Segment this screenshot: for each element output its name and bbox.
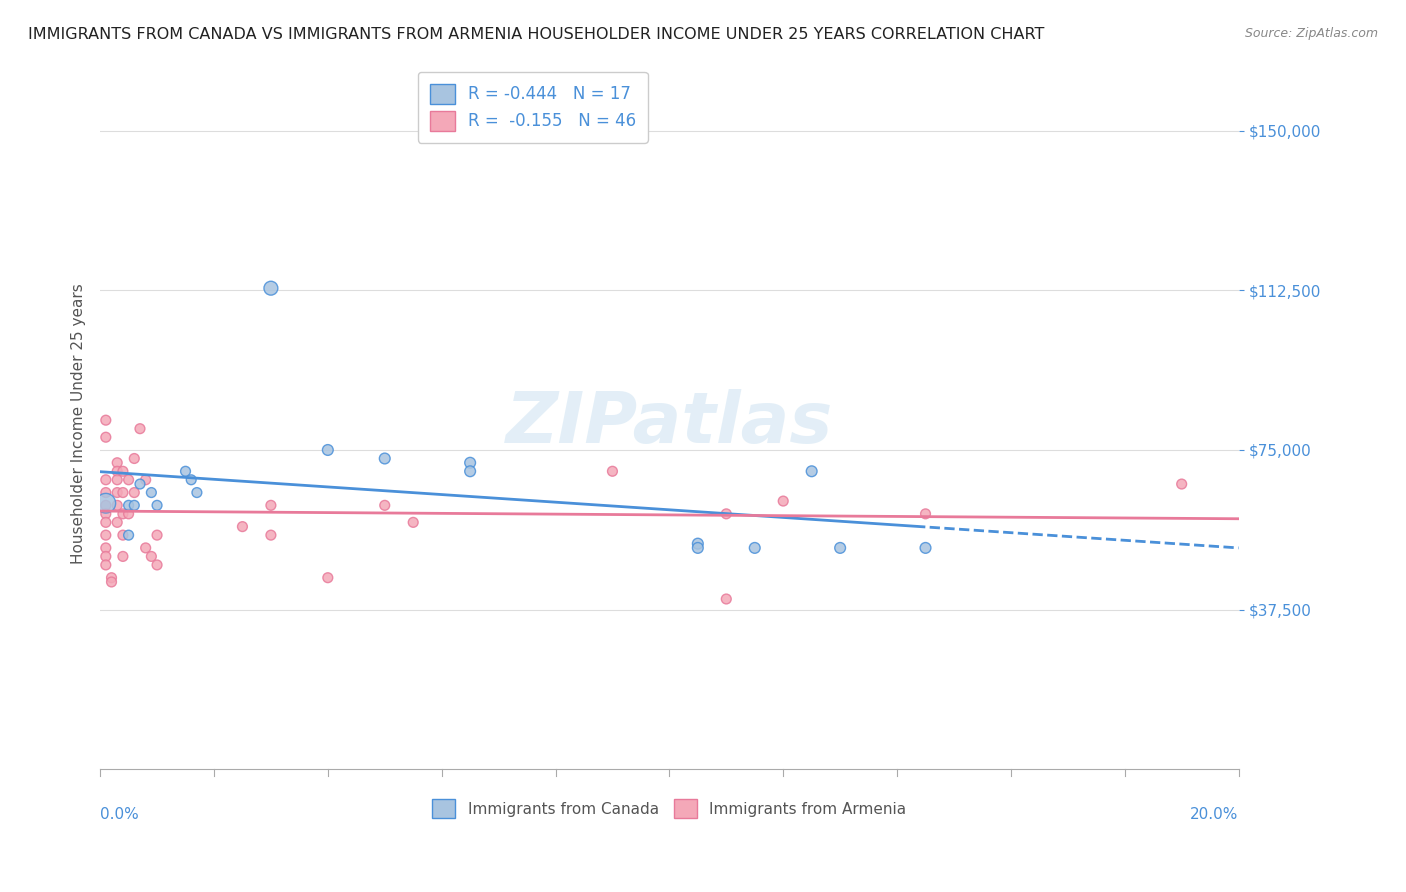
Point [135,473,157,487]
Text: 0.0%: 0.0% [100,807,139,822]
Point [105,516,128,530]
Point [1170,477,1192,491]
Point [100,571,122,585]
Text: Source: ZipAtlas.com: Source: ZipAtlas.com [1244,27,1378,40]
Point [124,485,146,500]
Point [146,499,169,513]
Point [180,473,202,487]
Point [602,464,624,478]
Point [141,549,163,564]
Point [105,456,128,470]
Point [117,473,139,487]
Point [458,456,481,470]
Point [146,558,169,572]
Point [105,485,128,500]
Point [94,558,117,572]
Point [105,464,128,478]
Point [100,574,122,589]
Point [117,507,139,521]
Point [686,536,709,550]
Point [94,549,117,564]
Point [94,541,117,555]
Point [94,485,117,500]
Point [111,507,134,521]
Point [105,473,128,487]
Point [686,541,709,555]
Point [111,485,134,500]
Point [914,541,936,555]
Point [105,499,128,513]
Point [374,451,396,466]
Point [772,494,794,508]
Point [124,499,146,513]
Point [111,528,134,542]
Point [94,507,117,521]
Point [141,485,163,500]
Point [94,496,117,510]
Point [402,516,425,530]
Text: 20.0%: 20.0% [1191,807,1239,822]
Point [94,413,117,427]
Text: ZIPatlas: ZIPatlas [506,389,832,458]
Point [117,499,139,513]
Y-axis label: Householder Income Under 25 years: Householder Income Under 25 years [72,283,86,564]
Point [94,528,117,542]
Legend: Immigrants from Canada, Immigrants from Armenia: Immigrants from Canada, Immigrants from … [426,793,912,824]
Point [830,541,852,555]
Point [94,499,117,513]
Point [135,541,157,555]
Point [117,528,139,542]
Point [129,422,152,436]
Point [94,430,117,444]
Point [716,592,738,607]
Point [94,516,117,530]
Point [800,464,823,478]
Point [111,549,134,564]
Point [316,571,339,585]
Point [111,464,134,478]
Point [260,281,283,295]
Text: IMMIGRANTS FROM CANADA VS IMMIGRANTS FROM ARMENIA HOUSEHOLDER INCOME UNDER 25 YE: IMMIGRANTS FROM CANADA VS IMMIGRANTS FRO… [28,27,1045,42]
Point [744,541,766,555]
Point [124,451,146,466]
Point [146,528,169,542]
Point [129,477,152,491]
Point [374,499,396,513]
Point [458,464,481,478]
Point [260,528,283,542]
Point [316,442,339,457]
Point [94,473,117,487]
Point [260,499,283,513]
Point [186,485,208,500]
Point [914,507,936,521]
Point [716,507,738,521]
Point [231,519,253,533]
Point [174,464,197,478]
